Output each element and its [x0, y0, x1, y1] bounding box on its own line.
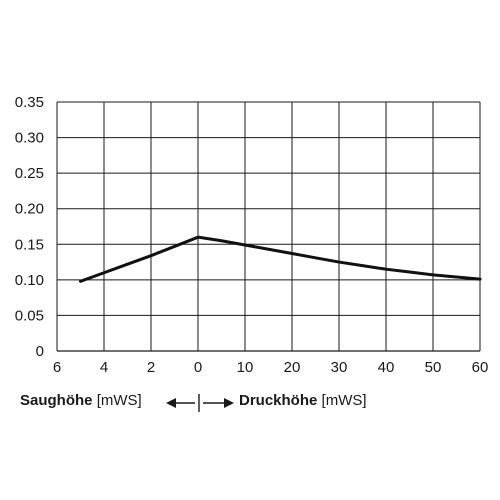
y-tick-label: 0.30 — [15, 130, 44, 147]
pressure-axis-label: Druckhöhe [mWS] — [239, 392, 367, 409]
series-layer — [79, 235, 482, 283]
x-tick-label: 40 — [378, 359, 395, 376]
data-point — [455, 276, 458, 278]
y-tick-label: 0.10 — [15, 272, 44, 289]
grid-lines — [56, 101, 481, 352]
data-point — [432, 274, 434, 276]
x-tick-labels: 6 4 2 0 10 20 30 40 50 60 — [53, 359, 489, 376]
data-point — [197, 236, 199, 238]
data-point — [408, 271, 411, 273]
x-tick-label: 4 — [100, 359, 108, 376]
data-point — [244, 244, 246, 246]
y-tick-label: 0.35 — [15, 94, 44, 111]
y-tick-label: 0.20 — [15, 201, 44, 218]
direction-arrows-icon — [166, 394, 234, 412]
suction-axis-title: Saughöhe — [20, 392, 93, 409]
y-tick-label: 0 — [36, 343, 44, 360]
data-point — [385, 268, 387, 270]
data-point — [103, 271, 105, 274]
data-point — [173, 245, 176, 248]
x-tick-label: 6 — [53, 359, 61, 376]
data-point — [291, 252, 293, 255]
x-axis-caption: Saughöhe [mWS] Druckhöhe [mWS] — [0, 392, 500, 416]
y-tick-label: 0.25 — [15, 165, 44, 182]
suction-axis-label: Saughöhe [mWS] — [20, 392, 142, 409]
data-point — [220, 239, 223, 242]
y-tick-label: 0.05 — [15, 307, 44, 324]
data-point — [126, 263, 129, 266]
data-point — [79, 280, 82, 283]
data-point — [361, 264, 364, 267]
y-tick-labels: 0 0.05 0.10 0.15 0.20 0.25 0.30 0.35 — [15, 94, 44, 360]
data-point — [150, 254, 152, 257]
pressure-axis-unit: [mWS] — [321, 392, 367, 409]
y-tick-label: 0.15 — [15, 236, 44, 253]
x-tick-label: 0 — [194, 359, 202, 376]
data-point — [338, 261, 340, 263]
data-point — [314, 257, 317, 259]
data-series-line — [79, 235, 482, 283]
pressure-axis-title: Druckhöhe — [239, 392, 318, 409]
x-tick-label: 20 — [284, 359, 301, 376]
suction-axis-unit: [mWS] — [96, 392, 142, 409]
x-tick-label: 10 — [237, 359, 254, 376]
x-tick-label: 30 — [331, 359, 348, 376]
x-tick-label: 50 — [425, 359, 442, 376]
data-point — [267, 248, 270, 251]
x-tick-label: 60 — [472, 359, 489, 376]
data-point — [479, 278, 481, 280]
x-tick-label: 2 — [147, 359, 155, 376]
